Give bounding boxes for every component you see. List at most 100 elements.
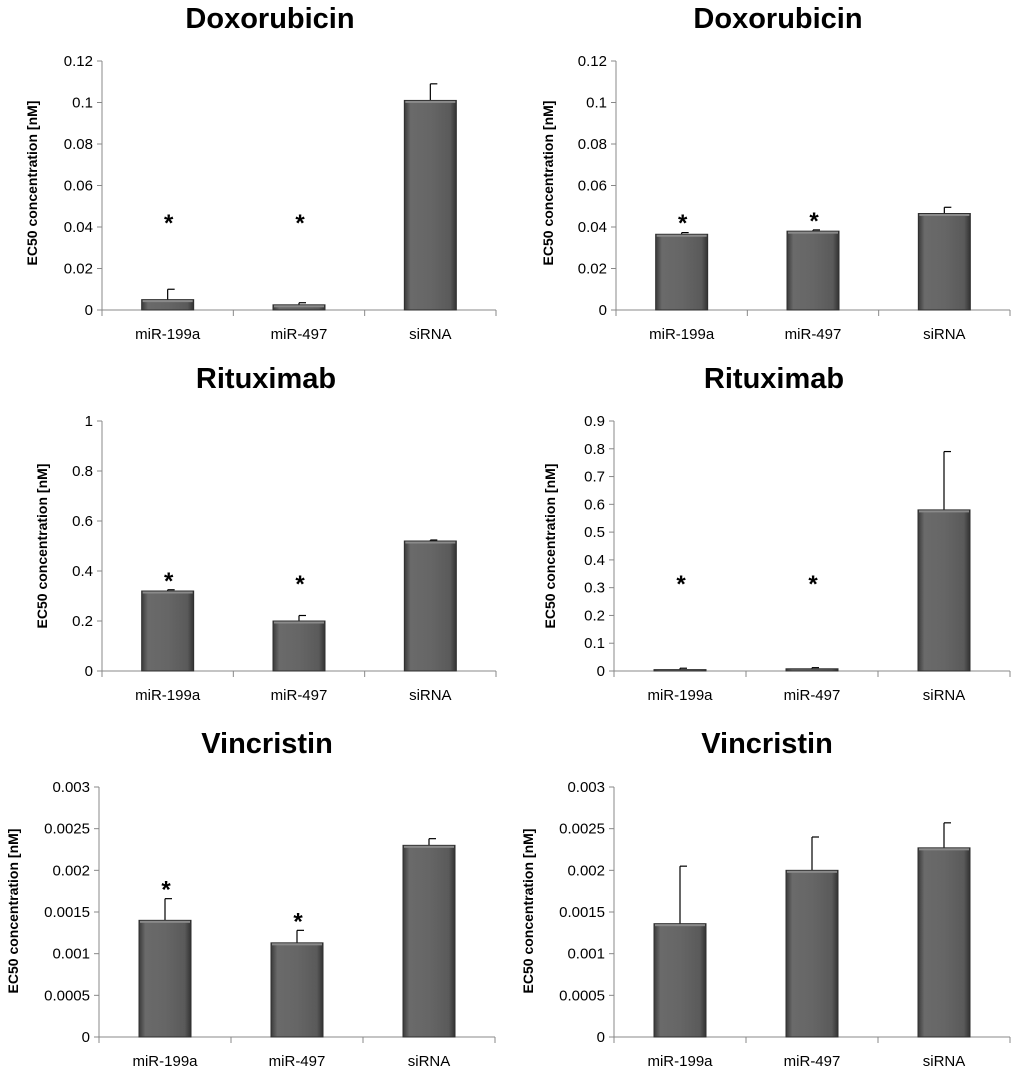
y-tick-label: 0.7 xyxy=(584,469,605,486)
significance-marker: * xyxy=(809,208,819,235)
bar-mir-497 xyxy=(785,869,839,1038)
bar-highlight xyxy=(142,591,193,594)
x-tick-label: miR-497 xyxy=(785,326,842,343)
significance-marker: * xyxy=(808,571,818,598)
x-tick-label: miR-497 xyxy=(271,326,328,343)
y-tick-label: 0.0005 xyxy=(44,987,90,1004)
significance-marker: * xyxy=(164,568,174,595)
chart-title: Vincristin xyxy=(201,728,333,760)
chart-panel-doxorubicin-left: Doxorubicin EC50 concentration [nM] 0 0.0… xyxy=(24,3,497,343)
y-tick-label: 0.001 xyxy=(52,946,90,963)
significance-marker: * xyxy=(295,571,305,598)
y-tick-label: 0.6 xyxy=(584,496,605,513)
y-axis-label: EC50 concentration [nM] xyxy=(24,101,40,266)
x-tick-label: siRNA xyxy=(408,1053,451,1070)
bar-sirna xyxy=(402,844,456,1038)
bar-mir-199a xyxy=(138,919,192,1038)
bar-mir-497 xyxy=(272,304,326,311)
y-tick-label: 0.003 xyxy=(567,779,605,796)
y-tick-label: 0.12 xyxy=(578,53,607,70)
bar-highlight xyxy=(142,300,193,303)
y-tick-label: 0 xyxy=(82,1029,90,1046)
x-tick-label: miR-497 xyxy=(269,1053,326,1070)
y-tick-label: 0 xyxy=(85,302,93,319)
x-tick-label: miR-199a xyxy=(135,326,201,343)
bar-mir-199a xyxy=(141,590,195,672)
y-tick-label: 0.02 xyxy=(64,261,93,278)
significance-marker: * xyxy=(295,210,305,237)
significance-marker: * xyxy=(293,908,303,935)
bar-mir-497 xyxy=(272,620,326,672)
bar-highlight xyxy=(656,234,707,237)
x-tick-label: miR-199a xyxy=(649,326,715,343)
bar-highlight xyxy=(919,848,969,851)
bar-mir-497 xyxy=(785,668,839,672)
bar-sirna xyxy=(917,213,971,311)
y-tick-label: 0.8 xyxy=(72,463,93,480)
y-tick-label: 0 xyxy=(85,663,93,680)
y-tick-label: 0.2 xyxy=(72,613,93,630)
y-tick-label: 0.0005 xyxy=(559,987,605,1004)
bar-mir-497 xyxy=(270,942,324,1038)
bar-mir-199a xyxy=(655,233,709,311)
chart-panel-rituximab-right: Rituximab EC50 concentration [nM] 0 0.1 0.… xyxy=(542,363,1011,704)
bar-highlight xyxy=(919,510,969,513)
y-tick-label: 1 xyxy=(85,413,93,430)
bar-highlight xyxy=(272,943,322,946)
y-axis-label: EC50 concentration [nM] xyxy=(34,464,50,629)
bar-sirna xyxy=(917,509,971,672)
y-tick-label: 0.06 xyxy=(64,178,93,195)
y-axis-label: EC50 concentration [nM] xyxy=(5,829,21,994)
chart-title: Vincristin xyxy=(701,728,833,760)
chart-panel-vincristin-right: Vincristin EC50 concentration [nM] 0 0.00… xyxy=(520,728,1011,1070)
bar-mir-497 xyxy=(786,230,840,311)
y-tick-label: 0 xyxy=(597,1029,605,1046)
chart-title: Doxorubicin xyxy=(185,3,354,35)
x-tick-label: miR-199a xyxy=(647,1053,713,1070)
bar-highlight xyxy=(788,231,838,234)
y-tick-label: 0 xyxy=(597,663,605,680)
x-tick-label: miR-199a xyxy=(135,687,201,704)
x-tick-label: siRNA xyxy=(409,326,452,343)
y-tick-label: 0.0025 xyxy=(44,821,90,838)
y-tick-label: 0.0015 xyxy=(559,904,605,921)
x-tick-label: miR-497 xyxy=(784,1053,841,1070)
bar-highlight xyxy=(405,541,456,544)
y-tick-label: 0.12 xyxy=(64,53,93,70)
bar-mir-199a xyxy=(653,669,707,672)
y-tick-label: 0.001 xyxy=(567,946,605,963)
chart-title: Doxorubicin xyxy=(693,3,862,35)
x-tick-label: siRNA xyxy=(409,687,452,704)
y-tick-label: 0.04 xyxy=(578,219,607,236)
x-tick-label: miR-199a xyxy=(132,1053,198,1070)
bar-highlight xyxy=(655,924,705,927)
y-tick-label: 0.08 xyxy=(64,136,93,153)
x-tick-label: siRNA xyxy=(923,687,966,704)
y-tick-label: 0.003 xyxy=(52,779,90,796)
chart-panel-vincristin-left: Vincristin EC50 concentration [nM] 0 0.00… xyxy=(5,728,496,1070)
bar-highlight xyxy=(274,621,324,624)
y-tick-label: 0.02 xyxy=(578,261,607,278)
y-axis-label: EC50 concentration [nM] xyxy=(520,829,536,994)
bar-sirna xyxy=(403,540,457,672)
y-tick-label: 0.0015 xyxy=(44,904,90,921)
x-tick-label: siRNA xyxy=(923,326,966,343)
y-tick-label: 0.5 xyxy=(584,524,605,541)
y-tick-label: 0.8 xyxy=(584,441,605,458)
bar-sirna xyxy=(917,847,971,1038)
significance-marker: * xyxy=(678,210,688,237)
y-tick-label: 0.4 xyxy=(72,563,93,580)
chart-title: Rituximab xyxy=(704,363,844,395)
chart-panel-doxorubicin-right: Doxorubicin EC50 concentration [nM] 0 0.0… xyxy=(540,3,1011,343)
y-tick-label: 0.002 xyxy=(52,862,90,879)
y-axis-label: EC50 concentration [nM] xyxy=(542,464,558,629)
y-axis-label: EC50 concentration [nM] xyxy=(540,101,556,266)
chart-title: Rituximab xyxy=(196,363,336,395)
y-tick-label: 0.1 xyxy=(586,95,607,112)
y-tick-label: 0.04 xyxy=(64,219,93,236)
y-tick-label: 0.2 xyxy=(584,607,605,624)
y-tick-label: 0 xyxy=(599,302,607,319)
y-tick-label: 0.1 xyxy=(72,95,93,112)
bar-highlight xyxy=(404,845,454,848)
